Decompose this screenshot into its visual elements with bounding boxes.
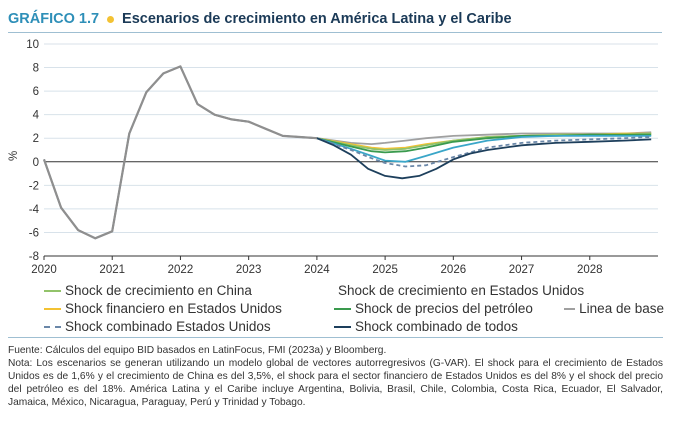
x-tick-label: 2025 bbox=[372, 264, 398, 276]
methodology-note: Nota: Los escenarios se generan utilizan… bbox=[8, 358, 663, 408]
legend-swatch bbox=[564, 307, 576, 310]
legend-item: Linea de base bbox=[564, 300, 664, 317]
series-line-4 bbox=[316, 135, 652, 163]
y-tick-label: -6 bbox=[29, 227, 39, 239]
chart-title: Escenarios de crecimiento en América Lat… bbox=[122, 11, 512, 27]
chart-footer: Fuente: Cálculos del equipo BID basados … bbox=[8, 337, 663, 424]
legend-item bbox=[564, 282, 664, 299]
legend-item: Shock de precios del petróleo bbox=[334, 300, 564, 317]
legend-swatch bbox=[334, 307, 351, 310]
x-tick-label: 2022 bbox=[168, 264, 194, 276]
legend-swatch bbox=[334, 325, 351, 328]
legend-label: Shock combinado Estados Unidos bbox=[65, 319, 271, 334]
legend-item: Shock combinado Estados Unidos bbox=[44, 318, 334, 335]
x-tick-label: 2021 bbox=[99, 264, 125, 276]
y-tick-label: -4 bbox=[29, 204, 40, 216]
legend-swatch bbox=[44, 289, 61, 292]
y-tick-label: 8 bbox=[33, 63, 39, 75]
x-tick-label: 2027 bbox=[509, 264, 535, 276]
y-tick-label: -8 bbox=[29, 251, 39, 263]
x-tick-label: 2020 bbox=[31, 264, 57, 276]
y-tick-label: -2 bbox=[29, 180, 39, 192]
legend-swatch bbox=[44, 325, 61, 328]
legend-swatch bbox=[44, 307, 61, 310]
legend-item: Shock de crecimiento en Estados Unidos bbox=[334, 282, 584, 299]
figure-number: GRÁFICO 1.7 bbox=[8, 11, 100, 27]
legend-label: Shock de precios del petróleo bbox=[355, 301, 533, 316]
series-line-5 bbox=[316, 136, 652, 168]
y-axis-label: % bbox=[8, 151, 20, 161]
y-tick-label: 2 bbox=[33, 133, 39, 145]
legend-label: Shock de crecimiento en Estados Unidos bbox=[338, 283, 585, 298]
series-line-6 bbox=[43, 65, 652, 240]
x-tick-label: 2026 bbox=[441, 264, 467, 276]
chart-legend: Shock de crecimiento en China Shock de cr… bbox=[44, 282, 664, 335]
source-note: Fuente: Cálculos del equipo BID basados … bbox=[8, 345, 387, 356]
y-tick-label: 4 bbox=[33, 110, 40, 122]
series-line-0 bbox=[316, 131, 652, 145]
legend-item: Shock combinado de todos bbox=[334, 318, 564, 335]
header-dot-icon bbox=[107, 15, 115, 23]
legend-label: Shock combinado de todos bbox=[355, 319, 518, 334]
x-tick-label: 2023 bbox=[236, 264, 262, 276]
y-tick-label: 0 bbox=[33, 157, 39, 169]
legend-label: Linea de base bbox=[579, 301, 664, 316]
series-line-7 bbox=[42, 65, 317, 240]
legend-label: Shock financiero en Estados Unidos bbox=[65, 301, 282, 316]
y-tick-label: 10 bbox=[26, 39, 39, 51]
chart-header: GRÁFICO 1.7 Escenarios de crecimiento en… bbox=[8, 6, 662, 33]
y-tick-label: 6 bbox=[33, 86, 39, 98]
x-tick-label: 2028 bbox=[577, 264, 603, 276]
line-chart: -8 -6 -4 -2 0 2 4 6 8 10 2020 2021 2022 2023 2024 2025 2… bbox=[8, 39, 658, 276]
legend-label: Shock de crecimiento en China bbox=[65, 283, 252, 298]
legend-item: Shock financiero en Estados Unidos bbox=[44, 300, 334, 317]
legend-item: Shock de crecimiento en China bbox=[44, 282, 334, 299]
x-tick-label: 2024 bbox=[304, 264, 330, 276]
series-line-3 bbox=[316, 133, 652, 154]
